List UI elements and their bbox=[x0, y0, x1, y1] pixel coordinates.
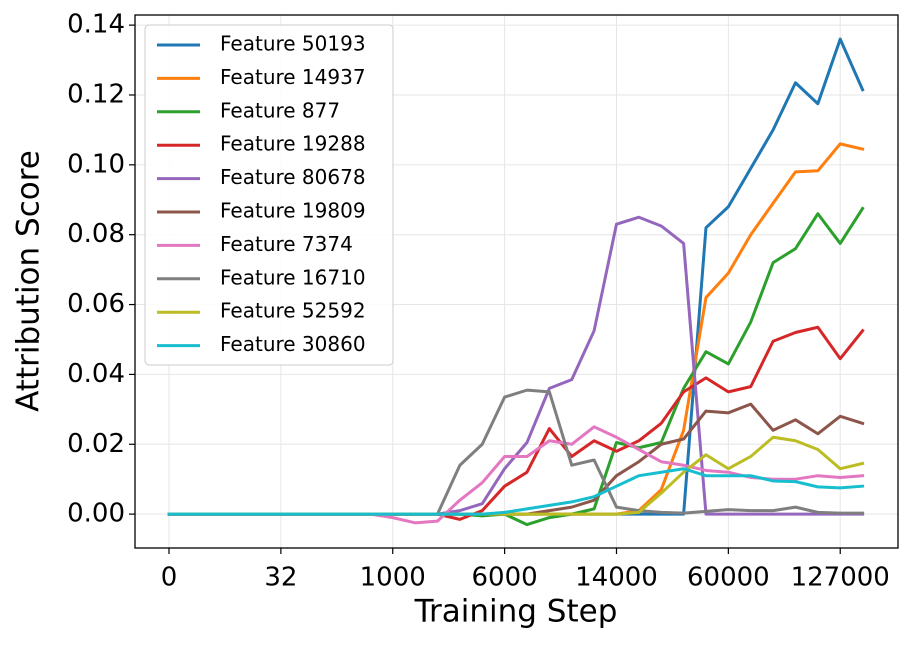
legend-box bbox=[144, 24, 394, 366]
series-line bbox=[167, 425, 865, 525]
x-tick-label: 32 bbox=[264, 563, 297, 593]
legend: Feature 50193 Feature 14937 Feature 877 Fea… bbox=[144, 24, 394, 366]
plot-frame bbox=[134, 14, 899, 549]
y-axis-label: Attribution Score bbox=[11, 150, 47, 412]
y-tick-label: 0.04 bbox=[67, 359, 125, 389]
legend-label: Feature 52592 bbox=[220, 299, 366, 323]
y-tick-label: 0.00 bbox=[67, 499, 125, 529]
legend-label: Feature 877 bbox=[220, 98, 340, 122]
lines bbox=[167, 37, 865, 527]
series-line bbox=[167, 467, 865, 516]
legend-label: Feature 14937 bbox=[220, 65, 366, 89]
x-tick-label: 60000 bbox=[687, 563, 770, 593]
legend-label: Feature 16710 bbox=[220, 265, 366, 289]
x-tick-label: 6000 bbox=[472, 563, 538, 593]
y-tick-label: 0.10 bbox=[67, 149, 125, 179]
series-line bbox=[167, 435, 865, 516]
x-tick-label: 1000 bbox=[360, 563, 426, 593]
x-tick-label: 0 bbox=[161, 563, 178, 593]
y-tick-label: 0.08 bbox=[67, 219, 125, 249]
y-tick-label: 0.14 bbox=[67, 10, 125, 40]
x-axis-label: Training Step bbox=[414, 594, 618, 630]
legend-label: Feature 80678 bbox=[220, 165, 366, 189]
y-tick-label: 0.02 bbox=[67, 429, 125, 459]
legend-label: Feature 19288 bbox=[220, 132, 366, 156]
x-tick-label: 14000 bbox=[575, 563, 658, 593]
y-tick-label: 0.06 bbox=[67, 289, 125, 319]
y-tick-label: 0.12 bbox=[67, 79, 125, 109]
legend-label: Feature 7374 bbox=[220, 232, 353, 256]
legend-label: Feature 50193 bbox=[220, 32, 366, 56]
x-tick-label: 127000 bbox=[791, 563, 890, 593]
legend-label: Feature 30860 bbox=[220, 332, 366, 356]
series-line bbox=[167, 388, 865, 516]
ticks: 0.00 0.02 0.04 0.06 0.08 0.10 0.12 0.14 0 32 1000 6… bbox=[67, 10, 890, 593]
series-line bbox=[167, 402, 865, 516]
legend-label: Feature 19809 bbox=[220, 199, 366, 223]
